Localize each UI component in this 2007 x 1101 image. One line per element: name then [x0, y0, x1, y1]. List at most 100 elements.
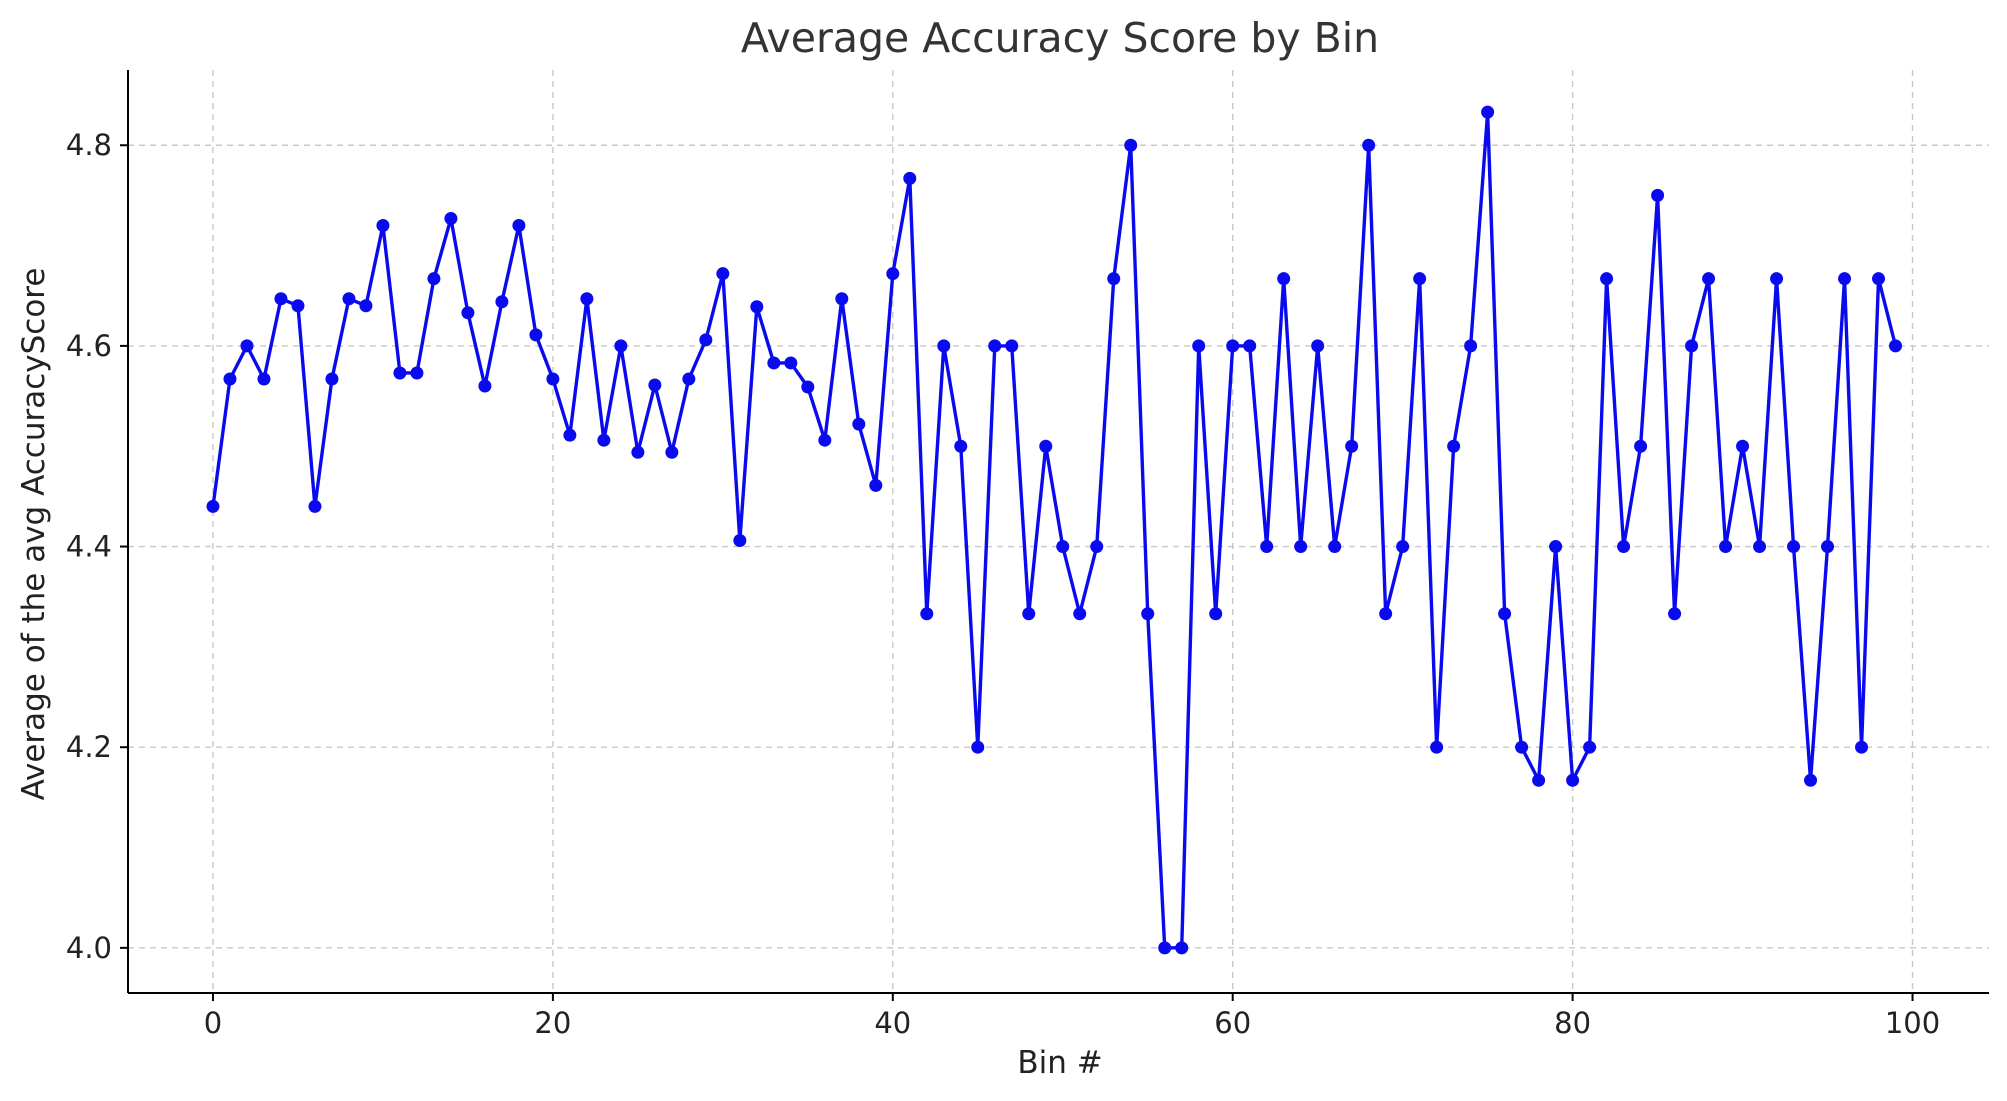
- y-tick-label: 4.8: [66, 128, 112, 162]
- data-point: [478, 379, 492, 393]
- data-point: [1294, 540, 1308, 554]
- data-point: [1736, 439, 1750, 453]
- grid: [128, 70, 1989, 993]
- data-point: [767, 356, 781, 370]
- data-point: [1651, 188, 1665, 202]
- data-point: [1821, 540, 1835, 554]
- data-point: [529, 328, 543, 342]
- data-point: [648, 378, 662, 392]
- data-point: [1243, 339, 1257, 353]
- data-point: [852, 417, 866, 431]
- data-point: [461, 306, 475, 320]
- data-point: [1481, 105, 1495, 119]
- data-point: [1226, 339, 1240, 353]
- data-point: [1498, 607, 1512, 621]
- data-point: [1719, 540, 1733, 554]
- series-line: [211, 110, 1898, 950]
- data-point: [988, 339, 1002, 353]
- data-point: [971, 740, 985, 754]
- y-tick-label: 4.6: [66, 329, 112, 363]
- data-point: [1634, 439, 1648, 453]
- data-point: [1209, 607, 1223, 621]
- data-point: [427, 272, 441, 286]
- data-point: [886, 267, 900, 281]
- data-point: [1685, 339, 1699, 353]
- data-point: [597, 433, 611, 447]
- data-point: [869, 478, 883, 492]
- data-point: [1175, 941, 1189, 955]
- x-tick-label: 0: [204, 1006, 222, 1040]
- data-point: [937, 339, 951, 353]
- data-point: [1141, 607, 1155, 621]
- data-point: [240, 339, 254, 353]
- data-point: [1260, 540, 1274, 554]
- data-point: [1770, 272, 1784, 286]
- data-point: [1447, 439, 1461, 453]
- data-point: [1073, 607, 1087, 621]
- data-point: [1838, 272, 1852, 286]
- x-axis-label: Bin #: [1017, 1045, 1102, 1081]
- data-point: [1022, 607, 1036, 621]
- data-point: [1345, 439, 1359, 453]
- data-point: [1277, 272, 1291, 286]
- data-point: [1107, 272, 1121, 286]
- data-point: [308, 499, 322, 513]
- data-point: [1005, 339, 1019, 353]
- data-point: [444, 211, 458, 225]
- x-tick-label: 60: [1214, 1006, 1251, 1040]
- data-point: [1566, 773, 1580, 787]
- data-point: [1090, 540, 1104, 554]
- data-point: [1396, 540, 1410, 554]
- data-point: [563, 428, 577, 442]
- data-point: [1668, 607, 1682, 621]
- chart-title: Average Accuracy Score by Bin: [741, 14, 1379, 62]
- series-layer: [206, 105, 1903, 955]
- data-point: [342, 292, 356, 306]
- data-point: [1328, 540, 1342, 554]
- data-point: [699, 333, 713, 347]
- data-point: [903, 171, 917, 185]
- data-point: [1464, 339, 1478, 353]
- data-point: [1583, 740, 1597, 754]
- data-point: [716, 267, 730, 281]
- data-point: [1889, 339, 1903, 353]
- data-point: [325, 372, 339, 386]
- data-point: [801, 380, 815, 394]
- data-point: [1056, 540, 1070, 554]
- data-point: [1872, 272, 1886, 286]
- data-point: [750, 300, 764, 314]
- data-point: [410, 366, 424, 380]
- data-point: [1617, 540, 1631, 554]
- data-point: [512, 219, 526, 233]
- data-point: [784, 356, 798, 370]
- data-point: [614, 339, 628, 353]
- x-tick-label: 100: [1885, 1006, 1940, 1040]
- data-point: [580, 292, 594, 306]
- data-point: [359, 299, 373, 313]
- x-tick-label: 20: [534, 1006, 571, 1040]
- data-point: [376, 219, 390, 233]
- data-point: [257, 372, 271, 386]
- data-point: [1413, 272, 1427, 286]
- data-point: [1158, 941, 1172, 955]
- x-tick-label: 80: [1554, 1006, 1591, 1040]
- data-point: [393, 366, 407, 380]
- data-point: [1702, 272, 1716, 286]
- data-point: [1430, 740, 1444, 754]
- data-point: [631, 445, 645, 459]
- data-point: [954, 439, 968, 453]
- data-point: [920, 607, 934, 621]
- data-point: [818, 433, 832, 447]
- data-point: [1192, 339, 1206, 353]
- data-point: [1804, 773, 1818, 787]
- y-axis-label: Average of the avg AccuracyScore: [16, 268, 52, 801]
- data-point: [1379, 607, 1393, 621]
- data-point: [274, 292, 288, 306]
- y-tick-label: 4.4: [66, 530, 112, 564]
- data-point: [665, 445, 679, 459]
- data-point: [1362, 138, 1376, 152]
- data-point: [835, 292, 849, 306]
- data-point: [1600, 272, 1614, 286]
- data-point: [1311, 339, 1325, 353]
- data-point: [1787, 540, 1801, 554]
